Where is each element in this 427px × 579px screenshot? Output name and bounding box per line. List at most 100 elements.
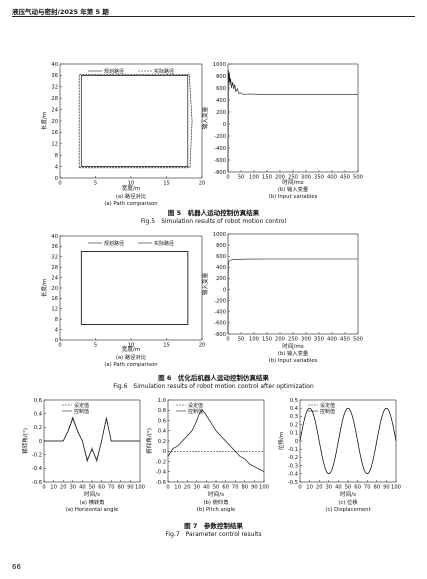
legend-label-planned: 规划路径 (104, 240, 124, 247)
page-number: 66 (12, 563, 21, 571)
legend-label-actual: 实际路径 (154, 240, 174, 247)
fig5-panel-b-labels: 时间/ms 输入变量 (b) 输入变量 (b) Input variables (201, 106, 318, 200)
y-tick-label: 20 (51, 286, 58, 292)
y-tick-label: 36 (51, 73, 58, 79)
x-tick-label: 0 (42, 485, 45, 491)
y-tick-label: -800 (214, 332, 226, 338)
x-tick-label: 400 (327, 175, 337, 181)
y-tick-label: 24 (51, 107, 58, 113)
x-tick-label: 5 (94, 343, 97, 349)
y-tick-label: 12 (51, 142, 58, 148)
subcaption-cn: (b) 输入变量 (278, 349, 309, 357)
x-tick-label: 0 (58, 343, 61, 349)
x-axis-label: 时间/s (208, 490, 224, 498)
y-tick-label: 200 (216, 276, 226, 282)
header-rule (12, 16, 415, 17)
fig7-panel-b-labels: 时间/s 俯仰角/(°) (b) 俯仰角 (b) Pitch angle (145, 428, 235, 513)
y-axis-label: 长度/m (40, 279, 48, 298)
fig7-panel-a-labels: 时间/s 横转角/(°) (a) 横转角 (a) Horizontal angl… (21, 428, 118, 513)
y-tick-label: -0.5 (288, 480, 298, 486)
x-tick-label: 70 (108, 485, 115, 491)
x-tick-label: 30 (69, 485, 76, 491)
y-axis-label: 横转角/(°) (21, 428, 29, 454)
y-tick-label: 200 (216, 110, 226, 116)
x-tick-label: 20 (184, 485, 191, 491)
y-tick-label: 1.0 (158, 398, 166, 404)
fig6-panel-a-labels: 宽度/m 长度/m (a) 路径对比 (a) Path comparison (40, 279, 158, 368)
series-actual-path (80, 251, 189, 325)
fig7-caption-cn: 图 7 参数控制结果 (184, 522, 243, 530)
x-axis-label: 时间/ms (282, 342, 304, 350)
x-tick-label: 500 (353, 337, 363, 343)
x-tick-label: 10 (174, 485, 181, 491)
x-tick-label: 20 (60, 485, 67, 491)
y-tick-label: 4 (55, 164, 59, 170)
x-tick-label: 80 (241, 485, 248, 491)
subcaption-cn: (c) 位移 (338, 498, 358, 506)
x-tick-label: 0 (226, 175, 229, 181)
legend-label-control: 控制值 (320, 408, 335, 415)
y-tick-label: 40 (51, 234, 58, 240)
series-control (167, 409, 265, 473)
y-tick-label: 0.6 (158, 418, 166, 424)
y-tick-label: 1000 (213, 62, 226, 68)
y-tick-label: 800 (216, 243, 226, 249)
y-tick-label: 800 (216, 74, 226, 80)
y-tick-label: -800 (214, 170, 226, 176)
y-tick-label: 1000 (213, 232, 226, 238)
y-tick-label: 0.4 (34, 411, 43, 417)
subcaption-en: (b) Input variables (269, 358, 318, 364)
x-tick-label: 0 (298, 485, 301, 491)
y-tick-label: 0.2 (158, 439, 166, 445)
fig7-panel-c-labels: 时间/s 位移/m (c) 位移 (c) Displacement (277, 432, 371, 513)
y-tick-label: 0.2 (34, 425, 42, 431)
y-tick-label: 16 (51, 130, 58, 136)
legend-label-control: 控制值 (74, 408, 89, 415)
x-tick-label: 100 (249, 337, 259, 343)
x-axis-label: 宽度/m (122, 345, 141, 353)
y-tick-label: 16 (51, 296, 58, 302)
subcaption-cn: (a) 路径对比 (116, 192, 146, 200)
legend-label-setpoint: 设定值 (188, 402, 203, 409)
y-tick-label: 0.2 (290, 422, 298, 428)
fig6-caption-en: Fig.6 Simulation results of robot motion… (113, 383, 314, 390)
x-tick-label: 40 (335, 485, 342, 491)
fig5-caption-en: Fig.5 Simulation results of robot motion… (140, 218, 287, 225)
x-tick-label: 100 (391, 485, 401, 491)
y-tick-label: 0 (55, 176, 58, 182)
y-tick-label: 4 (55, 327, 59, 333)
x-tick-label: 450 (340, 337, 350, 343)
fig5-caption-cn: 图 5 机器人运动控制仿真结果 (167, 209, 260, 217)
series-input-variable (227, 69, 358, 171)
x-tick-label: 40 (203, 485, 210, 491)
fig7-panel-b-chart: 1.00.80.60.40.20-0.2-0.4-0.60 10 20 30 40 50 6… (156, 398, 269, 491)
y-tick-label: 36 (51, 244, 58, 250)
y-axis-label: 长度/m (40, 112, 48, 131)
x-tick-label: 80 (117, 485, 124, 491)
y-tick-label: -0.2 (288, 455, 298, 461)
x-axis-label: 时间/ms (282, 178, 304, 186)
x-tick-label: 50 (213, 485, 220, 491)
subcaption-cn: (b) 输入变量 (278, 185, 309, 193)
y-tick-label: 40 (51, 62, 58, 68)
series-input-variable (227, 258, 358, 333)
fig6-panel-b-labels: 时间/ms 输入变量 (b) 输入变量 (b) Input variables (201, 272, 318, 364)
x-tick-label: 5 (94, 181, 97, 187)
x-tick-label: 10 (128, 181, 135, 187)
y-tick-label: -200 (214, 298, 226, 304)
x-tick-label: 50 (238, 337, 245, 343)
legend-label-control: 控制值 (188, 408, 203, 415)
y-tick-label: -0.4 (32, 466, 43, 472)
y-tick-label: 0 (295, 439, 298, 445)
y-tick-label: -0.4 (288, 472, 299, 478)
x-tick-label: 10 (50, 485, 57, 491)
x-tick-label: 200 (275, 337, 285, 343)
x-tick-label: 450 (340, 175, 350, 181)
x-tick-label: 250 (288, 337, 298, 343)
y-tick-label: 8 (55, 317, 58, 323)
fig5-panel-a-labels: 宽度/m 长度/m (a) 路径对比 (a) Path comparison (40, 112, 158, 207)
y-tick-label: 0 (223, 287, 226, 293)
y-tick-label: -0.1 (288, 447, 298, 453)
